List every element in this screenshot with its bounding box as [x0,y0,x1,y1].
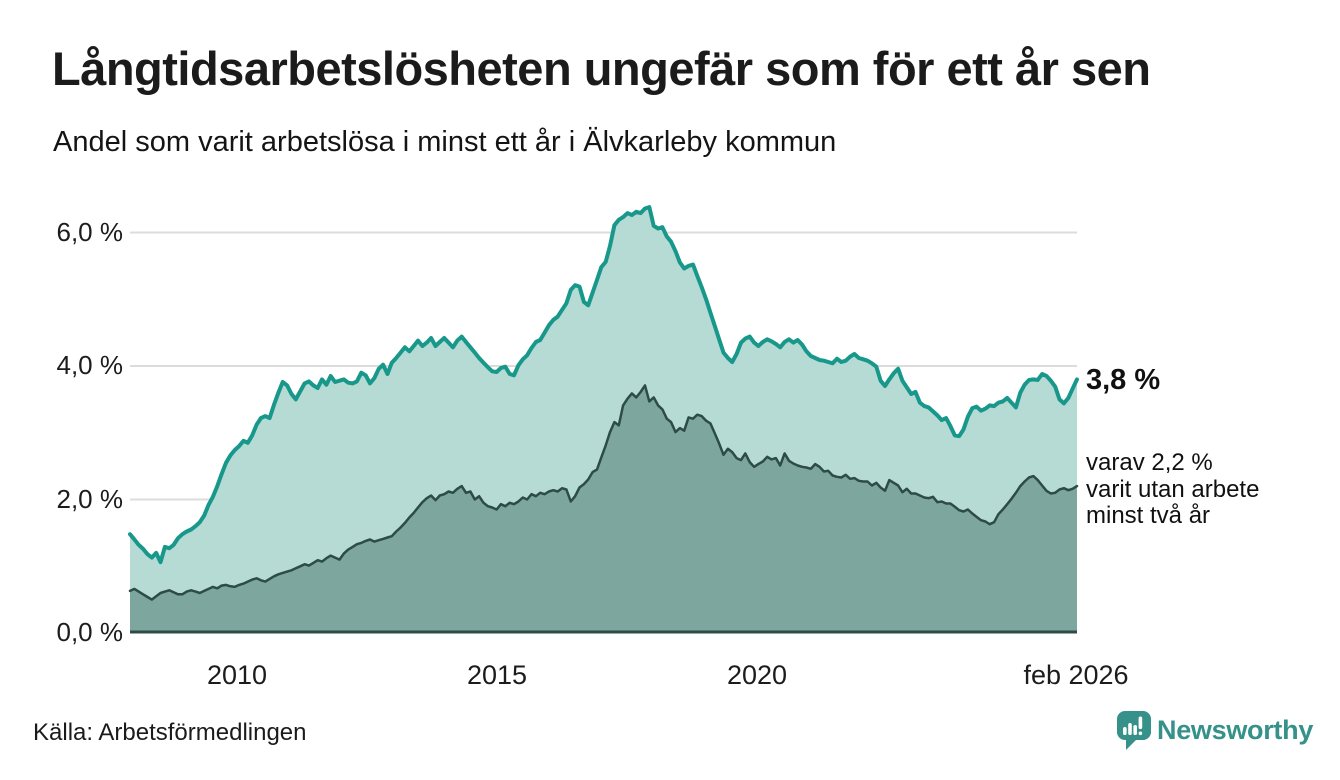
secondary-value-label: varav 2,2 % varit utan arbete minst två … [1086,449,1260,530]
y-axis-tick-2: 2,0 % [56,484,124,514]
y-axis-tick-6: 6,0 % [56,217,124,247]
page-subtitle: Andel som varit arbetslösa i minst ett å… [53,126,837,158]
y-axis-tick-0: 0,0 % [56,617,124,647]
newsworthy-logo-icon [1117,711,1151,750]
page-title: Långtidsarbetslösheten ungefär som för e… [52,42,1151,95]
secondary-value-line3: minst två år [1086,502,1211,529]
source-caption: Källa: Arbetsförmedlingen [33,719,307,746]
brand-name: Newsworthy [1157,715,1314,745]
x-axis-tick-2010: 2010 [206,660,268,690]
latest-value-label: 3,8 % [1086,364,1161,396]
secondary-value-line1: varav 2,2 % [1086,449,1213,476]
y-axis-tick-4: 4,0 % [56,350,124,380]
x-axis-tick-2015: 2015 [466,660,528,690]
x-axis-tick-2020: 2020 [726,660,788,690]
newsworthy-branding: Newsworthy [1116,710,1313,756]
x-axis-tick-feb-2026: feb 2026 [1023,660,1129,690]
secondary-value-line2: varit utan arbete [1086,475,1260,503]
